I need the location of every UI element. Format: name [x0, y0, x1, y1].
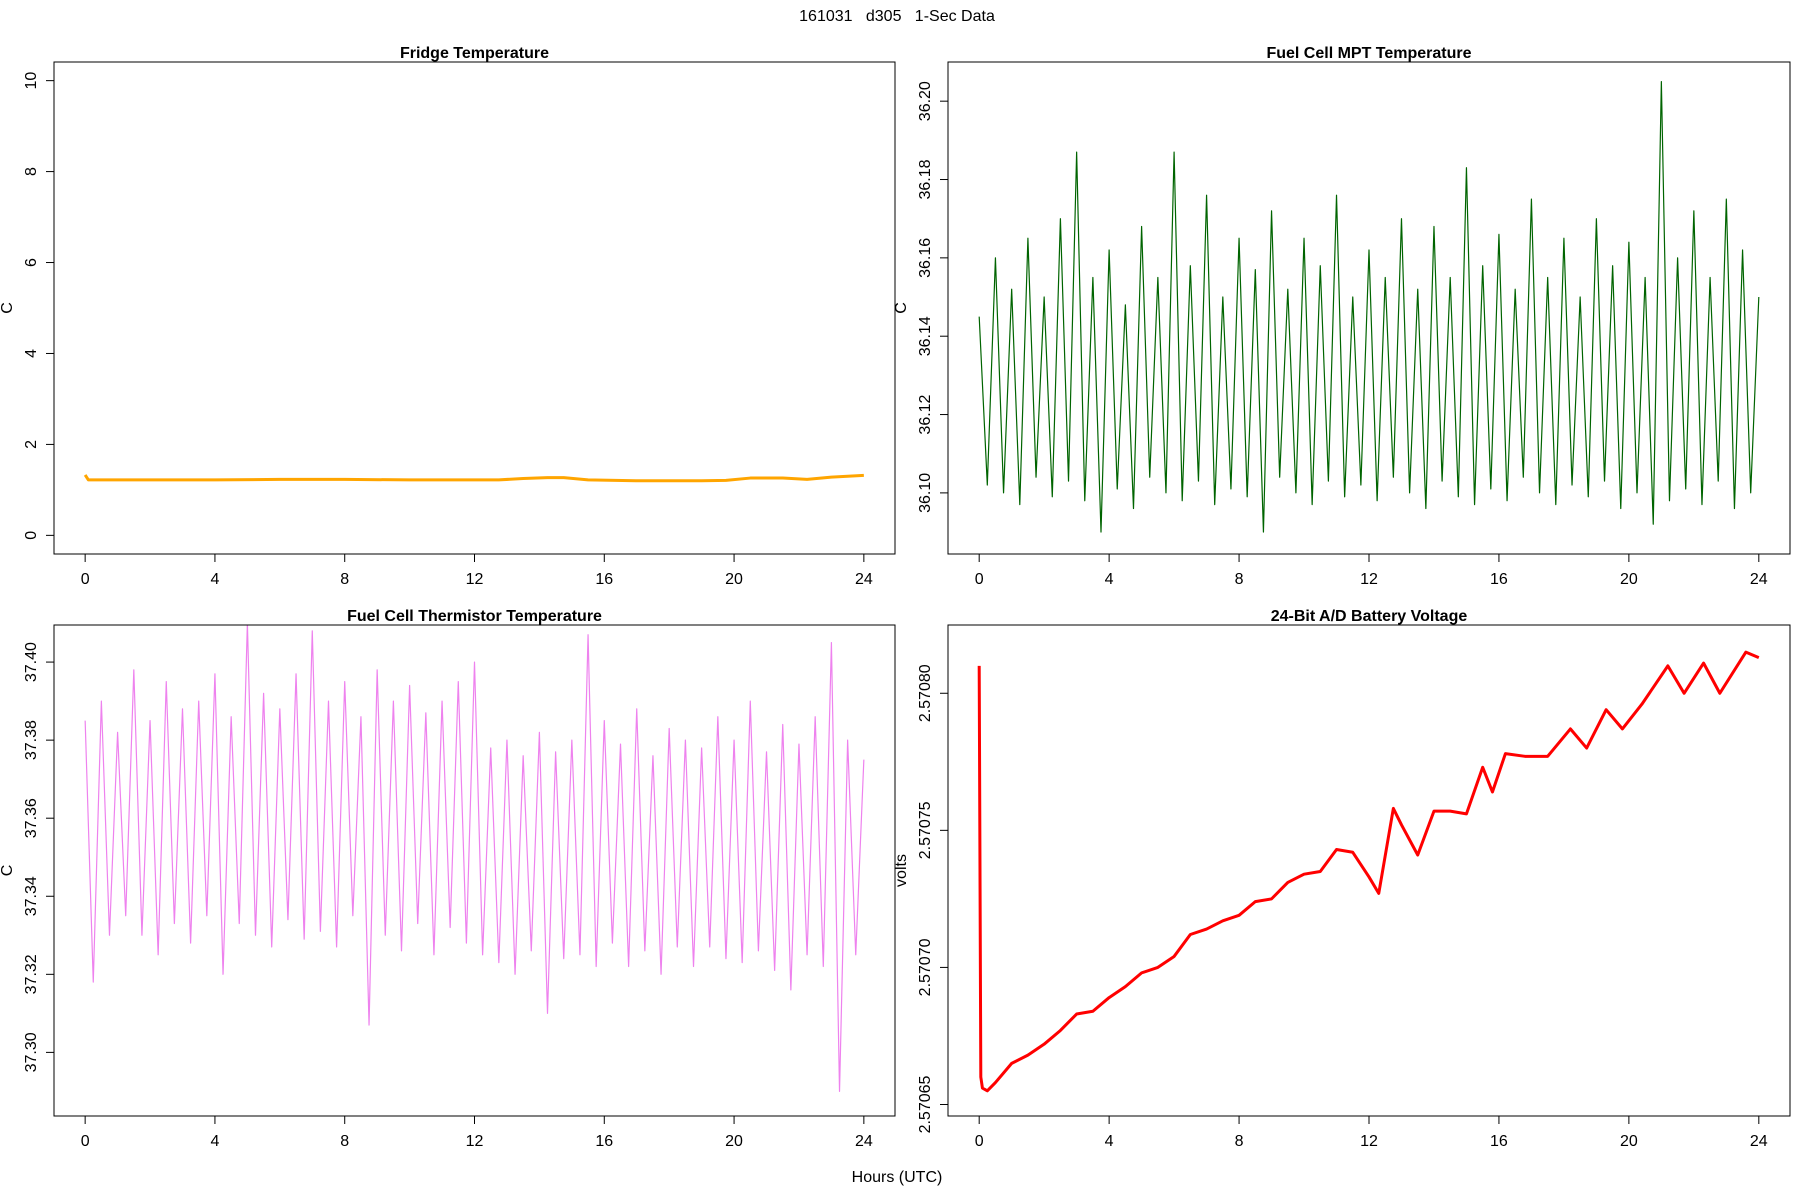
x-tick-label: 24 [855, 571, 873, 588]
y-tick-label: 4 [23, 349, 40, 358]
x-tick-label: 24 [1750, 1133, 1768, 1150]
y-tick-label: 2.57075 [917, 801, 934, 859]
y-axis-label: C [0, 302, 16, 314]
x-tick-label: 12 [1360, 1133, 1378, 1150]
y-tick-label: 37.30 [23, 1032, 40, 1072]
x-tick-label: 8 [340, 571, 349, 588]
x-tick-label: 16 [1490, 1133, 1508, 1150]
chart-title: 24-Bit A/D Battery Voltage [1271, 608, 1468, 625]
y-tick-label: 8 [23, 167, 40, 176]
y-tick-label: 37.36 [23, 798, 40, 838]
y-axis-label: volts [893, 854, 910, 887]
x-tick-label: 8 [340, 1133, 349, 1150]
y-tick-label: 36.10 [917, 473, 934, 513]
y-tick-label: 2.57065 [917, 1075, 934, 1133]
y-tick-label: 36.18 [917, 159, 934, 199]
y-tick-label: 10 [23, 72, 40, 90]
y-axis-label: C [0, 865, 16, 877]
data-line [977, 650, 1760, 1093]
y-tick-label: 0 [23, 531, 40, 540]
x-tick-label: 24 [1750, 571, 1768, 588]
x-tick-label: 12 [466, 571, 484, 588]
y-tick-label: 37.38 [23, 720, 40, 760]
y-axis-label: C [893, 302, 910, 314]
data-line [978, 80, 1760, 533]
y-tick-label: 2.57070 [917, 938, 934, 996]
x-tick-label: 16 [1490, 571, 1508, 588]
y-tick-label: 2 [23, 440, 40, 449]
plot-frame [53, 61, 896, 555]
y-tick-label: 37.34 [23, 876, 40, 916]
x-tick-label: 16 [595, 1133, 613, 1150]
x-tick-label: 4 [1105, 571, 1114, 588]
x-tick-label: 8 [1235, 571, 1244, 588]
x-axis-label: Hours (UTC) [852, 1169, 943, 1186]
x-tick-label: 4 [210, 571, 219, 588]
x-tick-label: 12 [466, 1133, 484, 1150]
x-tick-label: 20 [725, 1133, 743, 1150]
x-tick-label: 20 [725, 571, 743, 588]
x-tick-label: 4 [210, 1133, 219, 1150]
y-tick-label: 37.32 [23, 954, 40, 994]
x-tick-label: 20 [1620, 571, 1638, 588]
chart-title: Fuel Cell Thermistor Temperature [347, 608, 602, 625]
x-tick-label: 0 [81, 1133, 90, 1150]
figure-title: 161031 d305 1-Sec Data [799, 8, 995, 25]
x-tick-label: 4 [1105, 1133, 1114, 1150]
y-tick-label: 36.14 [917, 316, 934, 356]
x-tick-label: 12 [1360, 571, 1378, 588]
y-tick-label: 36.20 [917, 81, 934, 121]
data-line [83, 473, 864, 483]
x-tick-label: 0 [81, 571, 90, 588]
y-tick-label: 36.16 [917, 238, 934, 278]
x-tick-label: 24 [855, 1133, 873, 1150]
plot-frame [947, 61, 1791, 555]
x-tick-label: 0 [975, 1133, 984, 1150]
y-tick-label: 36.12 [917, 394, 934, 434]
y-tick-label: 6 [23, 258, 40, 267]
chart-title: Fridge Temperature [400, 45, 549, 62]
x-tick-label: 16 [595, 571, 613, 588]
x-tick-label: 0 [975, 571, 984, 588]
y-tick-label: 2.57080 [917, 664, 934, 722]
plot-frame [947, 624, 1791, 1117]
x-tick-label: 8 [1235, 1133, 1244, 1150]
y-tick-label: 37.40 [23, 642, 40, 682]
data-line [84, 625, 865, 1093]
plot-frame [53, 624, 896, 1117]
chart-title: Fuel Cell MPT Temperature [1266, 45, 1471, 62]
x-tick-label: 20 [1620, 1133, 1638, 1150]
